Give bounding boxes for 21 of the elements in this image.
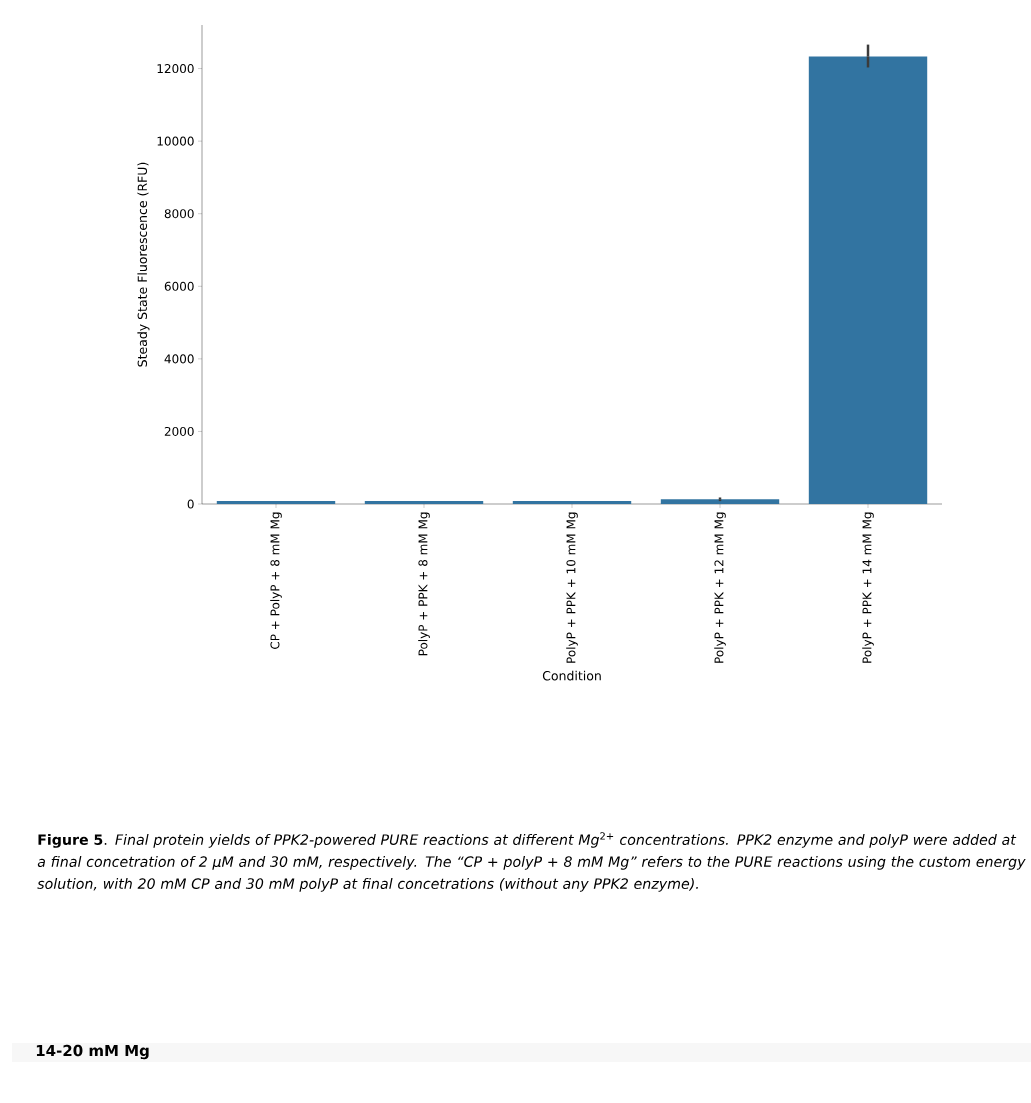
x-tick-label: PolyP + PPK + 12 mM Mg — [714, 512, 726, 663]
y-tick-label: 8000 — [164, 209, 194, 219]
x-tick-label: CP + PolyP + 8 mM Mg — [270, 512, 282, 649]
y-tick-label: 6000 — [164, 281, 194, 291]
y-axis-title: Steady State Fluorescence (RFU) — [137, 162, 150, 367]
bar — [216, 501, 336, 505]
y-tick-label: 0 — [187, 499, 194, 509]
bar — [364, 501, 484, 505]
text: 14-20 mM Mg — [36, 1044, 149, 1060]
text: Figure 5. Final protein yields of PPK2-powered PURE reactions at different Mg$^{2+}$ concentrations. PPK2 enzyme and polyP were added at a final concetration of 2 μM and 30 mM, respectively. The “CP + polyP + 8 mM Mg” refers to the PURE reactions using the custom energy solution, with 20 mM CP and 30 mM polyP at final concetrations (without any PPK2 enzyme). — [37, 832, 1026, 892]
x-axis-title: Condition — [542, 670, 601, 681]
x-tick-label: PolyP + PPK + 14 mM Mg — [862, 512, 874, 663]
bar — [808, 56, 928, 505]
x-tick-label: PolyP + PPK + 10 mM Mg — [566, 512, 578, 663]
y-tick-label: 2000 — [164, 426, 194, 436]
y-tick-label: 10000 — [157, 136, 194, 146]
y-tick-label: 12000 — [157, 64, 194, 74]
x-tick-label: PolyP + PPK + 8 mM Mg — [418, 512, 430, 656]
y-tick-label: 4000 — [164, 354, 194, 364]
bar — [660, 499, 780, 505]
bar — [512, 501, 632, 505]
